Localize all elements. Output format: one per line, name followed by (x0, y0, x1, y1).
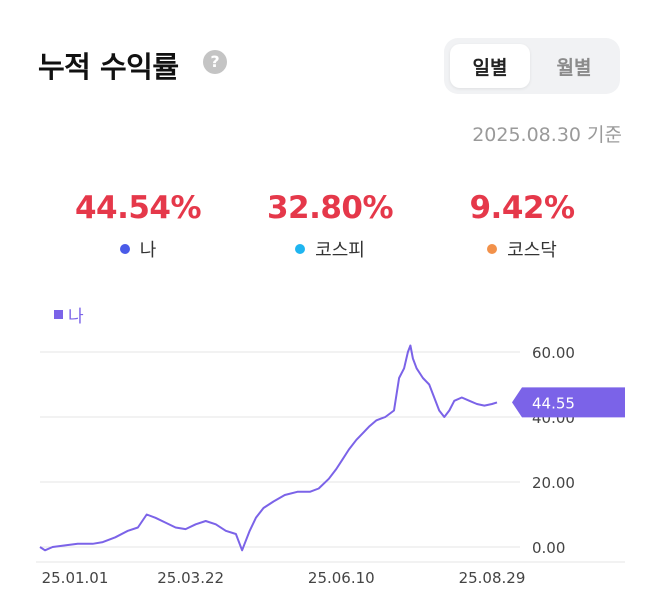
period-toggle: 일별 월별 (444, 38, 620, 94)
toggle-monthly-button[interactable]: 월별 (556, 56, 592, 79)
current-value-label: 44.55 (532, 394, 575, 412)
x-tick-label: 25.08.29 (459, 569, 526, 587)
question-circle-icon[interactable]: ? (203, 50, 227, 74)
current-value-flag (512, 387, 625, 418)
legend-dot-icon (119, 244, 130, 254)
x-tick-label: 25.06.10 (308, 569, 375, 587)
summary-label: 나 (139, 240, 157, 261)
legend-dot-icon (487, 244, 498, 254)
page-title: 누적 수익률 (38, 50, 179, 84)
x-tick-label: 25.01.01 (42, 569, 109, 587)
y-tick-label: 60.00 (532, 344, 575, 362)
summary-kosdaq: 9.42% 코스닥 (432, 190, 612, 262)
summary-value: 9.42% (469, 190, 575, 226)
summary-me: 44.54% 나 (48, 190, 228, 262)
x-tick-label: 25.03.22 (157, 569, 224, 587)
summary-kospi: 32.80% 코스피 (240, 190, 420, 262)
toggle-daily-button[interactable]: 일별 (450, 44, 530, 88)
summary-value: 44.54% (74, 190, 202, 226)
y-tick-label: 0.00 (532, 539, 565, 557)
y-tick-label: 20.00 (532, 474, 575, 492)
summary-label: 코스피 (315, 240, 365, 261)
summary-label: 코스닥 (507, 240, 557, 261)
legend-dot-icon (295, 244, 306, 254)
series-line-me (39, 344, 498, 552)
chart-legend: 나 (54, 302, 84, 327)
legend-square-icon (54, 310, 63, 319)
as-of-date: 2025.08.30 기준 (472, 124, 622, 146)
summary-value: 32.80% (266, 190, 394, 226)
legend-label: 나 (68, 307, 84, 327)
